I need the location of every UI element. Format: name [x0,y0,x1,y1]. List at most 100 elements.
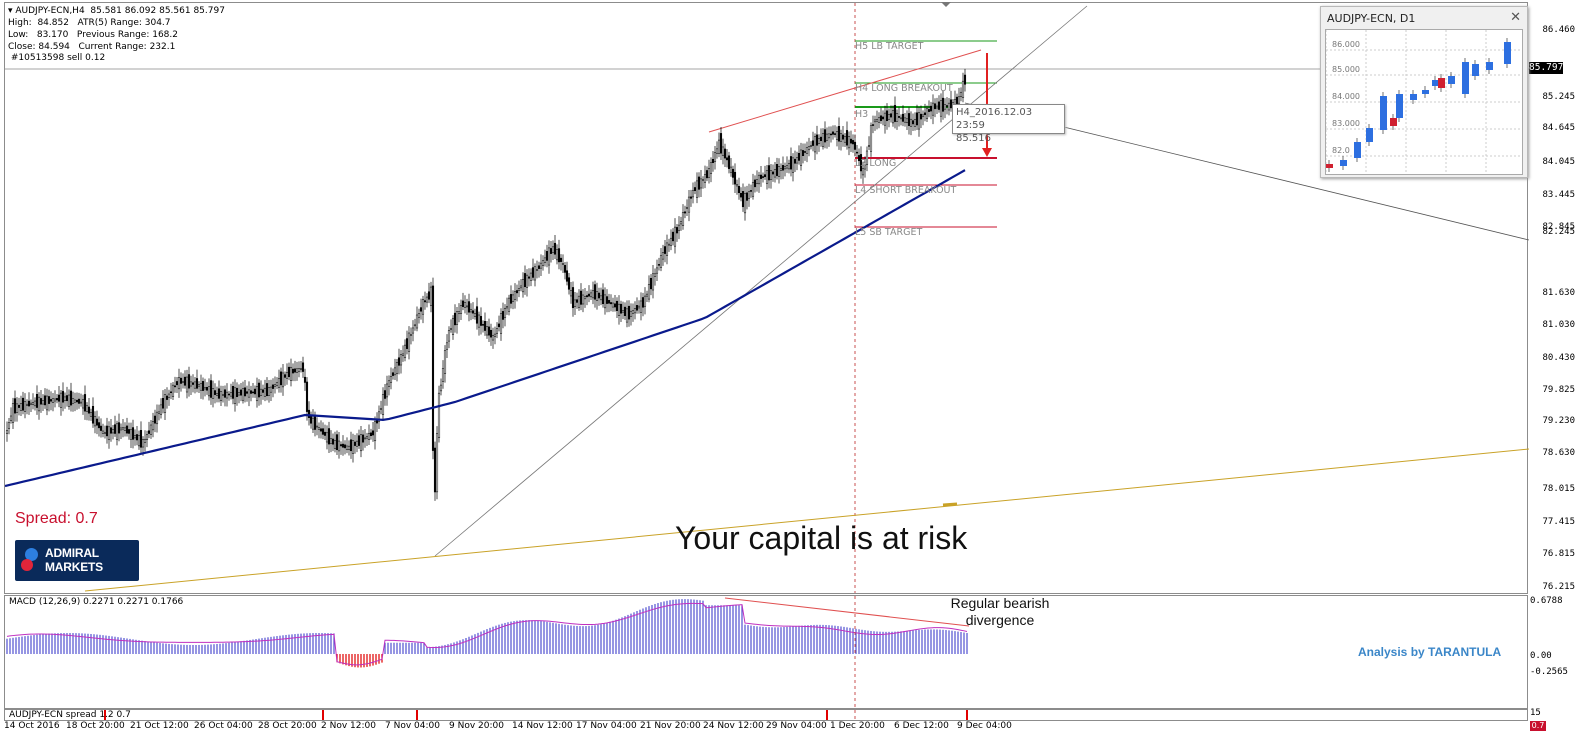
candle-body [139,430,143,448]
candle-body [753,179,757,188]
candle-body [833,133,837,135]
candle-body [839,133,843,142]
candle-body [359,434,363,452]
candle-body [127,429,131,434]
mini-chart-window[interactable]: AUDJPY-ECN, D1 ✕ 86.000 85.000 84.000 83.00… [1320,6,1528,178]
mini-candle-body [1390,118,1397,126]
candle-body [317,427,321,430]
candle-body [593,284,597,300]
candle-body [51,398,55,403]
symbol-info-line-1: ▾ AUDJPY-ECN,H4 85.581 86.092 85.561 85.… [8,6,225,16]
candle-body [115,423,119,440]
candle-body [131,427,135,440]
candle-body [37,396,41,412]
candle-body [261,389,265,393]
candle-body [825,133,829,141]
candle-body [421,299,425,315]
candle-body [479,316,483,326]
level-label-h3: H3 [855,109,869,120]
mini-candle-body [1340,160,1347,166]
candle-body [571,287,575,309]
candle-body [767,165,771,181]
candle-body [149,424,153,435]
candle-body [333,440,337,449]
macd-pane[interactable] [4,595,1528,709]
candle-body [699,178,703,189]
candle-body [871,124,875,126]
price-tick: 84.045 [1542,157,1575,167]
candle-body [335,434,339,451]
candle-body [129,429,133,440]
candle-body [373,421,377,442]
candle-body [289,366,293,381]
candle-body [923,112,927,115]
candle-body [545,251,549,261]
candle-body [63,396,67,401]
mini-candle-body [1432,80,1439,86]
candle-body [125,425,129,434]
candle-body [745,192,749,201]
candle-body [887,114,891,120]
candle-body [43,395,47,406]
candle-body [327,428,331,445]
candle-body [381,394,385,415]
candle-body [233,387,237,404]
candle-body [899,117,903,120]
time-tick: 29 Nov 04:00 [766,721,827,731]
time-tick: 18 Oct 20:00 [66,721,125,731]
mini-chart-area[interactable]: 86.000 85.000 84.000 83.000 82.0 [1325,29,1523,175]
main-chart-pane[interactable] [4,2,1529,594]
candle-body [107,426,111,441]
candle-body [713,152,717,162]
price-chart[interactable] [5,3,1529,593]
candle-body [277,378,281,388]
candle-body [81,399,85,409]
candle-body [931,102,935,116]
candle-body [817,138,821,144]
trendline-up [434,5,1088,557]
symbol-info-line-2: High: 84.852 ATR(5) Range: 304.7 [8,18,171,28]
scroll-position-marker[interactable] [941,2,951,7]
candle-body [623,306,627,316]
candle-body [91,406,95,424]
spread-chart[interactable] [5,710,1529,720]
candle-body [573,299,577,307]
time-tick: 24 Nov 12:00 [703,721,764,731]
candle-body [305,381,309,412]
candle-body [437,392,441,439]
risk-warning: Your capital is at risk [675,520,968,556]
time-tick: 21 Nov 20:00 [640,721,701,731]
close-icon[interactable]: ✕ [1510,10,1521,25]
candle-body [633,308,637,314]
mini-chart-title: AUDJPY-ECN, D1 [1327,12,1416,25]
price-axis[interactable]: 86.460 85.245 84.645 84.045 83.445 82.845 82.2… [1527,0,1579,600]
candle-body [655,267,659,274]
mini-candle-body [1462,62,1469,94]
candle-body [723,148,727,159]
candle-body [961,80,965,99]
candle-body [49,399,53,402]
macd-chart[interactable] [5,596,1529,708]
candle-body [487,326,491,336]
time-tick: 7 Nov 04:00 [385,721,440,731]
candle-body [563,265,567,273]
candle-body [939,100,943,117]
mini-grid-label: 84.000 [1332,92,1360,101]
candle-body [33,400,37,407]
spread-pane[interactable] [4,709,1528,721]
candle-body [937,101,941,110]
candle-body [299,368,303,370]
candle-body [647,284,651,300]
candle-body [29,402,33,405]
candle-body [795,157,799,164]
candle-body [963,74,967,85]
candle-body [183,376,187,386]
candle-body [405,338,409,349]
candle-body [721,146,725,156]
candle-body [485,326,489,336]
candle-body [467,301,471,313]
trendline-resistance [708,49,982,133]
candle-body [257,382,261,398]
mini-candle-body [1422,90,1429,94]
mini-candle-body [1354,142,1361,158]
